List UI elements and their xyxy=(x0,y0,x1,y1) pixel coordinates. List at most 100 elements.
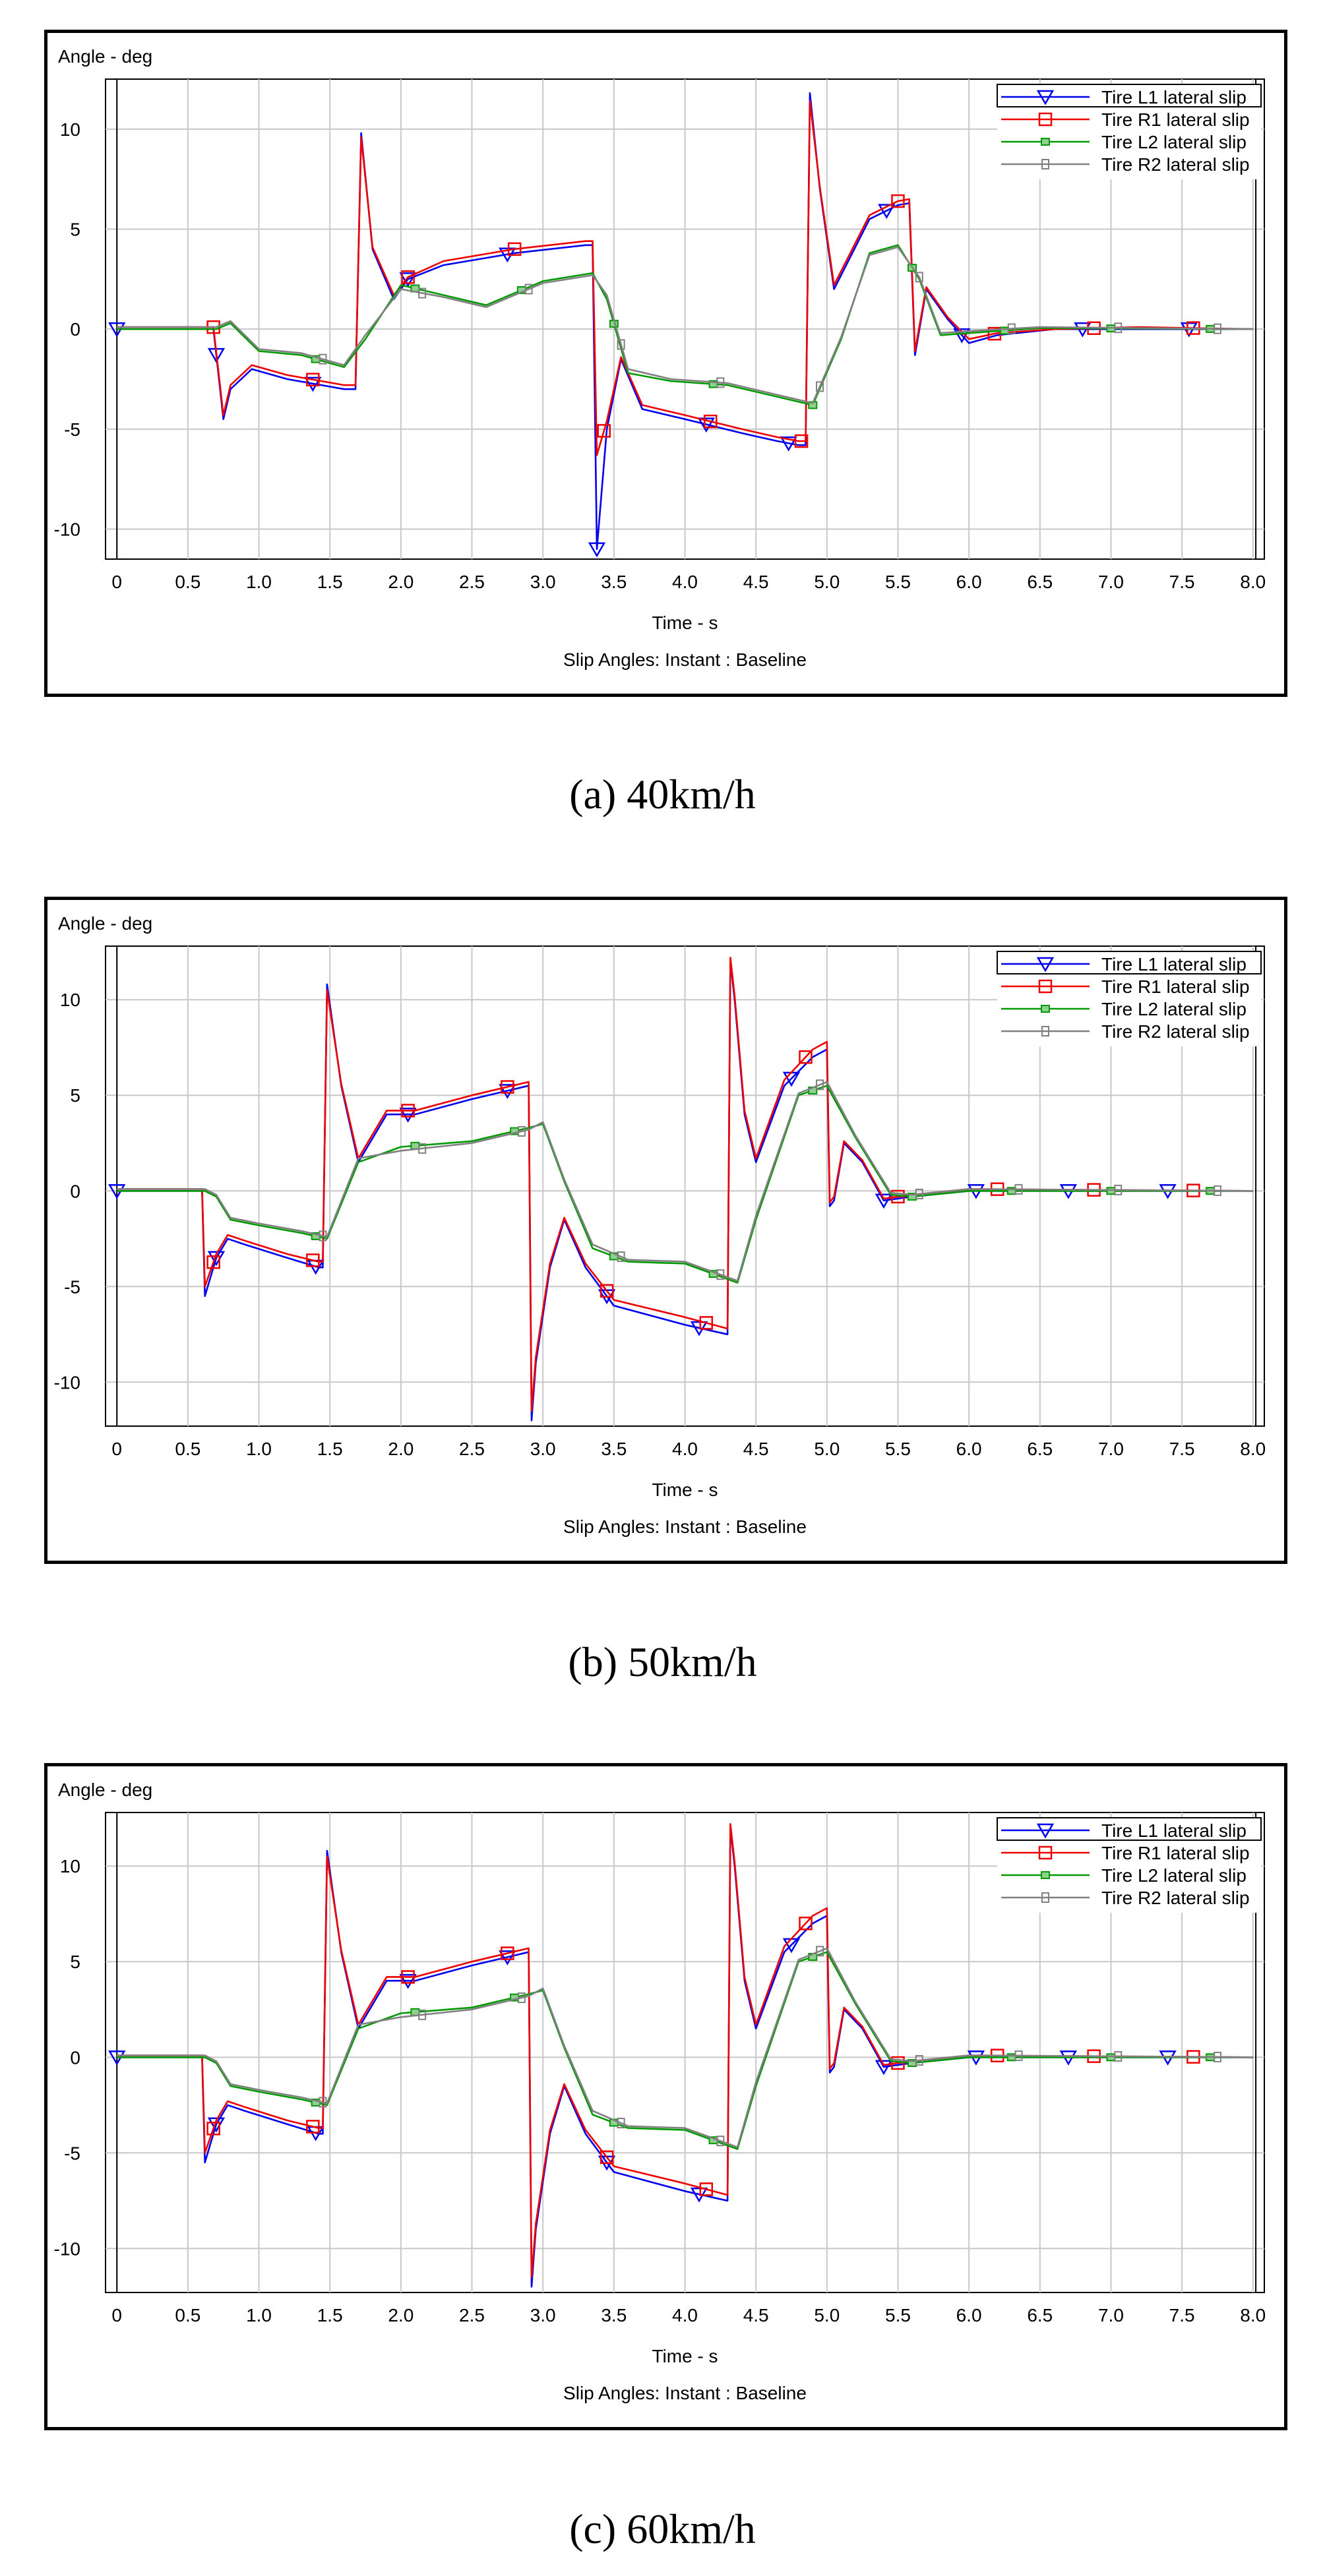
data-point-3 xyxy=(418,287,427,299)
caption-b: (b) 50km/h xyxy=(568,1638,757,1685)
data-point-1 xyxy=(507,242,522,256)
data-point-0 xyxy=(399,1107,417,1123)
x-tick-label: 5.5 xyxy=(885,1439,911,1459)
x-tick-label: 8.0 xyxy=(1240,2305,1266,2325)
y-tick-label: 10 xyxy=(60,119,80,140)
x-tick-label: 6.0 xyxy=(956,2305,982,2325)
data-point-3 xyxy=(617,2118,625,2129)
legend-label: Tire R2 lateral slip xyxy=(1101,154,1250,175)
x-tick-label: 4.5 xyxy=(743,572,769,592)
data-point-0 xyxy=(588,542,606,558)
panel-title: Angle - deg xyxy=(58,913,152,934)
legend-label: Tire L2 lateral slip xyxy=(1101,1865,1247,1886)
x-tick-label: 0.5 xyxy=(175,1439,200,1459)
series-line-1 xyxy=(117,1823,1253,2279)
data-point-1 xyxy=(501,1946,514,1960)
panel-title: Angle - deg xyxy=(58,46,152,67)
legend-highlight xyxy=(997,84,1262,107)
x-tick-label: 1.0 xyxy=(246,1439,272,1459)
data-point-1 xyxy=(501,1080,514,1094)
x-tick-label: 2.5 xyxy=(459,572,485,592)
series-line-3 xyxy=(117,1947,1253,2148)
data-point-3 xyxy=(1014,1183,1023,1195)
legend-swatch-marker xyxy=(1041,1005,1050,1013)
data-point-3 xyxy=(1007,323,1016,334)
data-point-1 xyxy=(799,1916,813,1931)
data-point-0 xyxy=(878,204,896,220)
legend-swatch-marker xyxy=(1041,1871,1050,1879)
x-tick-label: 6.5 xyxy=(1027,2305,1053,2325)
legend-label: Tire L1 lateral slip xyxy=(1101,954,1247,974)
chart-svg-c: 0 0.5 1.0 1.5 2.0 2.5 3.0 3.5 4.0 4.5 5.0 5.5 6.0 6.5… xyxy=(54,1780,1266,2403)
legend-label: Tire L2 lateral slip xyxy=(1101,999,1247,1019)
x-tick-label: 0.5 xyxy=(175,572,200,592)
legend-swatch-marker xyxy=(1038,112,1053,127)
y-tick-label: 5 xyxy=(70,1085,80,1106)
caption-a: (a) 40km/h xyxy=(569,771,756,818)
chart-panel-b: 0 0.5 1.0 1.5 2.0 2.5 3.0 3.5 4.0 4.5 5.0 5.5 6.0 6.5… xyxy=(44,897,1287,1564)
legend-swatch-marker xyxy=(1041,159,1049,169)
data-point-1 xyxy=(401,1104,415,1118)
data-point-3 xyxy=(1014,2050,1023,2061)
x-tick-label: 1.5 xyxy=(317,2305,343,2325)
data-point-3 xyxy=(816,1079,824,1091)
data-point-0 xyxy=(1074,322,1092,338)
legend-swatch-marker xyxy=(1041,1892,1049,1903)
x-tick-label: 6.0 xyxy=(956,572,982,592)
y-tick-label: 5 xyxy=(70,220,80,240)
legend-highlight xyxy=(997,951,1262,974)
x-tick-label: 2.0 xyxy=(388,2305,414,2325)
series-line-1 xyxy=(117,957,1253,1412)
data-point-3 xyxy=(617,339,625,350)
legend-swatch-marker xyxy=(1041,138,1050,146)
x-tick-label: 8.0 xyxy=(1240,1439,1266,1459)
y-tick-label: -10 xyxy=(54,1372,80,1393)
x-tick-label: 7.0 xyxy=(1098,2305,1124,2325)
data-point-2 xyxy=(1106,2053,1116,2062)
data-point-3 xyxy=(319,2097,327,2108)
series-3 xyxy=(117,246,1253,404)
data-point-0 xyxy=(697,417,715,433)
x-tick-label: 2.0 xyxy=(388,1439,414,1459)
data-point-0 xyxy=(780,436,797,452)
x-tick-label: 4.5 xyxy=(743,1439,769,1459)
legend-swatch-marker xyxy=(1036,90,1055,105)
legend-label: Tire L2 lateral slip xyxy=(1101,132,1247,152)
data-point-3 xyxy=(1114,1184,1123,1195)
data-point-1 xyxy=(704,414,718,429)
x-tick-label: 0 xyxy=(111,1439,122,1459)
x-tick-label: 3.5 xyxy=(601,2305,627,2325)
x-tick-label: 5.5 xyxy=(885,2305,911,2325)
x-axis-label: Time - s xyxy=(652,613,718,633)
data-point-3 xyxy=(418,2009,427,2020)
data-point-3 xyxy=(816,1946,824,1957)
chart-svg-b: 0 0.5 1.0 1.5 2.0 2.5 3.0 3.5 4.0 4.5 5.0 5.5 6.0 6.5… xyxy=(54,913,1266,1537)
x-tick-label: 6.5 xyxy=(1027,1439,1053,1459)
chart-svg-a: 0 0.5 1.0 1.5 2.0 2.5 3.0 3.5 4.0 4.5 5.0 5.5 6.0 6.5… xyxy=(54,46,1266,670)
data-point-1 xyxy=(401,270,415,284)
legend-label: Tire R1 lateral slip xyxy=(1101,976,1250,997)
legend-swatch-marker xyxy=(1038,1845,1053,1860)
series-line-3 xyxy=(117,246,1253,404)
x-tick-label: 5.0 xyxy=(814,2305,840,2325)
data-point-1 xyxy=(794,434,809,448)
data-point-1 xyxy=(401,1970,415,1984)
x-tick-label: 3.0 xyxy=(530,572,556,592)
data-point-1 xyxy=(206,2122,220,2136)
x-tick-label: 0 xyxy=(111,572,122,592)
data-point-1 xyxy=(891,194,905,208)
y-tick-label: -10 xyxy=(54,2238,80,2259)
data-point-3 xyxy=(1114,322,1123,334)
x-axis-label: Time - s xyxy=(652,2346,718,2366)
data-point-3 xyxy=(1114,2051,1123,2062)
data-point-3 xyxy=(517,1992,526,2003)
legend-label: Tire R1 lateral slip xyxy=(1101,109,1250,130)
x-tick-label: 4.0 xyxy=(672,572,698,592)
data-point-2 xyxy=(1106,1187,1116,1195)
chart-footer: Slip Angles: Instant : Baseline xyxy=(563,2383,807,2403)
caption-c: (c) 60km/h xyxy=(569,2505,756,2552)
data-point-1 xyxy=(600,2150,614,2165)
x-tick-label: 4.0 xyxy=(672,1439,698,1459)
data-point-3 xyxy=(617,1251,625,1263)
data-point-0 xyxy=(304,376,322,392)
